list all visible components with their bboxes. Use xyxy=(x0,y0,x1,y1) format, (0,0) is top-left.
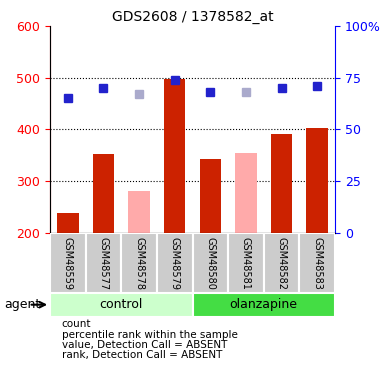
Bar xyxy=(128,191,150,232)
Text: agent: agent xyxy=(4,298,40,311)
Bar xyxy=(121,232,157,292)
Bar xyxy=(164,80,186,232)
Bar xyxy=(306,128,328,232)
Bar xyxy=(271,134,292,232)
Bar xyxy=(157,232,192,292)
Text: value, Detection Call = ABSENT: value, Detection Call = ABSENT xyxy=(62,340,227,350)
Bar xyxy=(192,292,335,317)
Bar xyxy=(300,232,335,292)
Text: GSM48578: GSM48578 xyxy=(134,237,144,290)
Bar xyxy=(199,159,221,232)
Text: GSM48559: GSM48559 xyxy=(63,237,73,290)
Title: GDS2608 / 1378582_at: GDS2608 / 1378582_at xyxy=(112,10,273,24)
Bar xyxy=(85,232,121,292)
Bar xyxy=(228,232,264,292)
Bar xyxy=(192,232,228,292)
Text: count: count xyxy=(62,320,91,329)
Bar xyxy=(50,292,192,317)
Bar xyxy=(235,153,257,232)
Bar xyxy=(93,154,114,232)
Bar xyxy=(264,232,300,292)
Text: GSM48580: GSM48580 xyxy=(205,237,215,290)
Text: control: control xyxy=(100,298,143,311)
Text: GSM48577: GSM48577 xyxy=(99,237,109,290)
Text: GSM48583: GSM48583 xyxy=(312,237,322,290)
Text: GSM48581: GSM48581 xyxy=(241,237,251,290)
Text: GSM48582: GSM48582 xyxy=(276,237,286,290)
Text: GSM48579: GSM48579 xyxy=(170,237,180,290)
Text: percentile rank within the sample: percentile rank within the sample xyxy=(62,330,238,339)
Bar xyxy=(57,213,79,232)
Text: rank, Detection Call = ABSENT: rank, Detection Call = ABSENT xyxy=(62,350,222,360)
Text: olanzapine: olanzapine xyxy=(230,298,298,311)
Bar xyxy=(50,232,85,292)
